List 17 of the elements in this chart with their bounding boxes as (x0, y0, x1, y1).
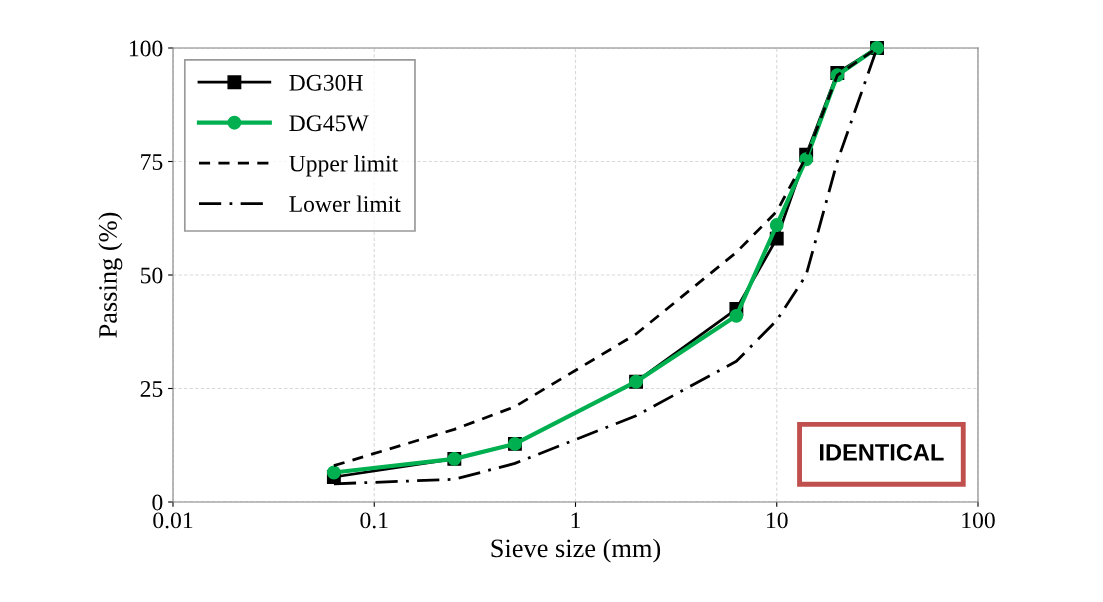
x-tick-label: 10 (767, 512, 788, 529)
x-tick-label: 0.01 (153, 512, 193, 529)
annotation: IDENTICAL (820, 443, 944, 461)
y-axis-title: Passing (%) (98, 212, 123, 338)
x-tick-label: 1 (571, 512, 580, 529)
x-tick-label: 100 (962, 512, 995, 529)
y-tick-label: 75 (141, 154, 163, 170)
y-tick-label: 25 (140, 381, 163, 397)
legend-label: DG45W (289, 115, 369, 132)
y-tick-label: 100 (129, 40, 163, 57)
y-tick-label: 0 (152, 494, 163, 511)
x-axis-title: Sieve size (mm) (491, 538, 661, 563)
y-tick-label: 50 (141, 267, 163, 284)
x-tick-label: 0.1 (360, 512, 388, 529)
legend-label: Upper limit (289, 155, 399, 177)
legend-label: DG30H (289, 74, 363, 91)
legend-label: Lower limit (289, 195, 401, 213)
